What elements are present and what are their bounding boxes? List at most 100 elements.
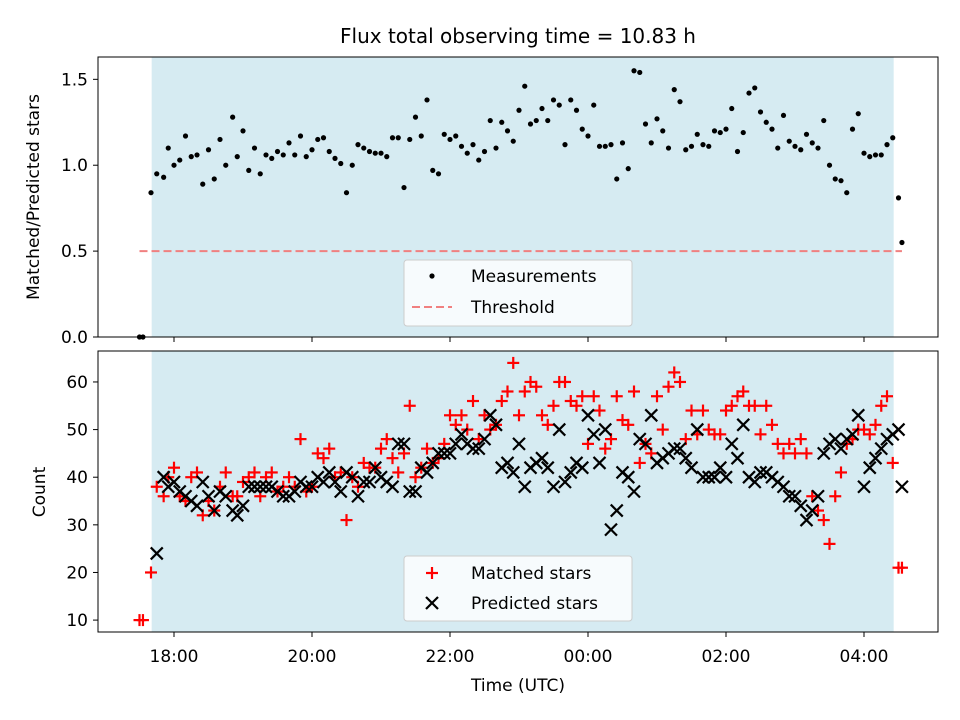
predicted-star-point (719, 470, 733, 484)
predicted-star-point (299, 479, 314, 494)
measurement-point (366, 148, 373, 155)
legend-predicted-label: Predicted stars (471, 594, 598, 614)
measurement-point (320, 135, 327, 141)
matched-star-point (392, 466, 405, 479)
predicted-star-point (356, 475, 371, 489)
predicted-star-point (598, 422, 613, 437)
measurement-point (740, 129, 746, 136)
measurement-point (326, 148, 332, 155)
matched-star-point (622, 418, 635, 431)
measurement-point (803, 131, 810, 137)
measurement-point (631, 68, 637, 74)
predicted-star-point (477, 432, 492, 446)
measurement-point (763, 119, 769, 125)
y-tick-label: 0.0 (61, 328, 88, 348)
matched-star-point (547, 399, 560, 412)
predicted-star-point (563, 465, 578, 480)
measurement-point (165, 145, 171, 151)
predicted-star-point (690, 422, 705, 437)
y-tick-label: 40 (66, 468, 88, 488)
measurement-point (418, 133, 424, 139)
measurement-point (648, 140, 654, 146)
predicted-star-point (701, 470, 716, 484)
measurement-point (246, 167, 252, 173)
predicted-star-point (558, 475, 572, 489)
measurement-point (849, 126, 856, 132)
predicted-star-point (799, 513, 814, 527)
matched-star-point (576, 390, 589, 403)
predicted-star-point (730, 451, 745, 465)
measurement-point (861, 150, 867, 156)
predicted-star-point (448, 437, 463, 451)
measurement-point (240, 128, 246, 134)
measurement-point (826, 162, 833, 168)
measurement-point (217, 136, 223, 143)
measurement-point (453, 133, 459, 139)
chart-title: Flux total observing time = 10.83 h (340, 24, 696, 48)
predicted-star-point (190, 499, 204, 513)
matched-star-point (145, 566, 157, 579)
measurement-point (476, 157, 482, 163)
matched-star-point (725, 399, 738, 412)
matched-star-point (777, 447, 790, 460)
matched-star-point (895, 561, 908, 574)
legend-measurement-marker (429, 273, 435, 279)
measurement-point (182, 133, 189, 139)
predicted-star-point (753, 465, 768, 480)
measurement-point (844, 190, 850, 196)
x-axis-label: Time (UTC) (470, 676, 565, 696)
measurement-point (315, 136, 321, 143)
y-tick-label: 10 (66, 611, 88, 631)
matched-star-point (863, 428, 876, 441)
predicted-stars-points (149, 408, 909, 561)
measurement-point (481, 148, 488, 155)
predicted-star-point (707, 470, 722, 484)
predicted-star-point (167, 475, 181, 489)
measurement-point (332, 155, 338, 161)
measurement-point (786, 138, 792, 144)
measurement-point (573, 107, 580, 113)
matched-star-point (380, 433, 393, 446)
measurement-point (251, 145, 258, 151)
measurement-point (188, 154, 194, 160)
legend-matched-marker (426, 567, 438, 579)
x-tick-label: 18:00 (150, 647, 199, 667)
measurement-point (752, 85, 758, 91)
matched-star-point (794, 433, 807, 446)
top-panel: 0.0 0.5 1.0 1.5 Flux total observing time =… (24, 24, 939, 348)
predicted-star-point (673, 441, 687, 456)
matched-stars-points (133, 356, 908, 627)
y-tick-label: 1.0 (61, 156, 88, 176)
matched-star-point (748, 399, 761, 412)
predicted-star-point (736, 418, 751, 432)
measurement-point (161, 174, 167, 180)
measurement-point (230, 114, 236, 120)
measurement-point (832, 176, 838, 182)
measurement-point (407, 136, 413, 143)
measurement-point (292, 152, 298, 158)
measurement-point (602, 143, 608, 149)
predicted-star-point (333, 484, 348, 499)
matched-star-point (317, 452, 330, 465)
matched-star-point (817, 514, 830, 527)
measurement-point (286, 140, 292, 146)
predicted-star-point (684, 460, 699, 475)
predicted-star-point (868, 451, 883, 465)
measurement-point (487, 117, 493, 124)
measurement-point (441, 131, 447, 137)
matched-star-point (835, 466, 847, 479)
top-y-ticks: 0.0 0.5 1.0 1.5 (61, 70, 98, 348)
matched-star-point (507, 356, 520, 369)
predicted-star-point (678, 451, 693, 465)
predicted-star-point (362, 475, 377, 489)
matched-star-point (760, 399, 773, 412)
measurement-point (194, 152, 200, 158)
measurement-point (660, 128, 666, 134)
predicted-star-point (276, 489, 291, 504)
matched-star-point (570, 399, 583, 412)
matched-star-point (587, 390, 600, 403)
measurement-point (372, 150, 378, 156)
measurement-point (516, 107, 522, 113)
measurement-point (890, 135, 896, 141)
